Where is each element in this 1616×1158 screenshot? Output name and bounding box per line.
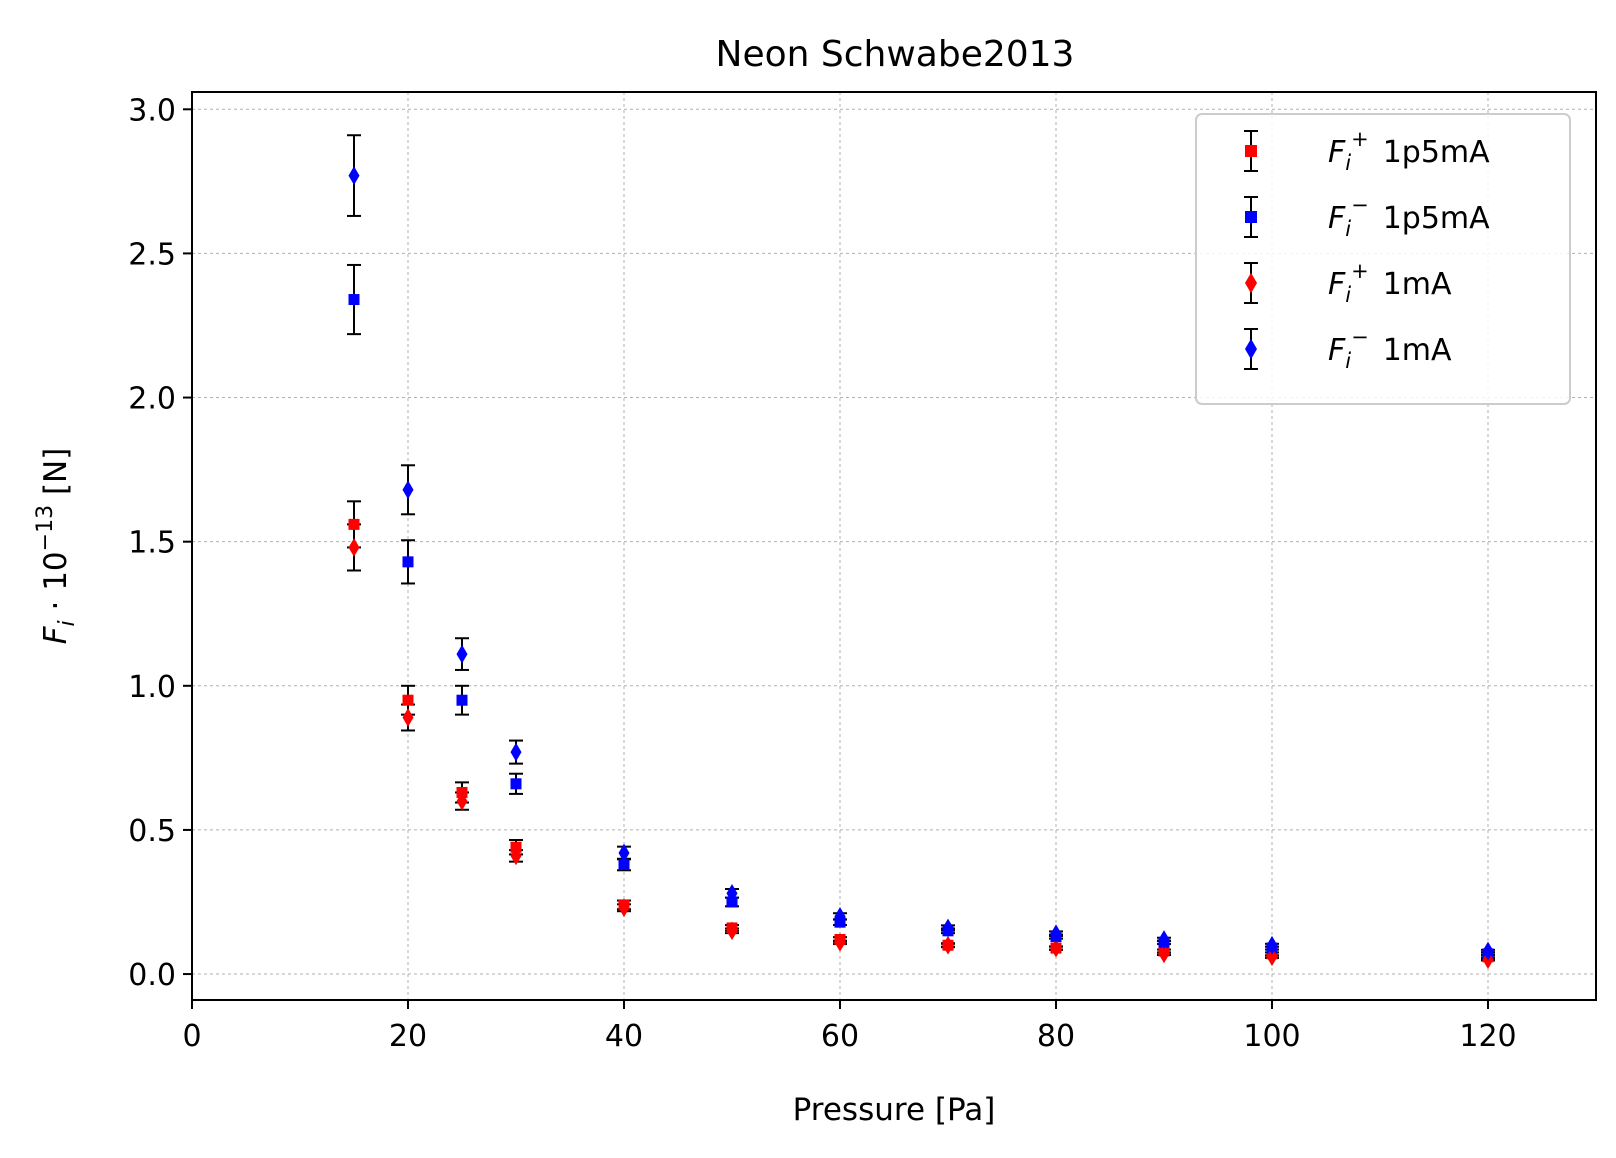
x-axis-label: Pressure [Pa]	[793, 1092, 996, 1128]
x-axis: 0 20 40 60 80 100 120	[182, 1000, 1517, 1054]
plot-frame	[191, 91, 1597, 1001]
data-point	[618, 859, 630, 871]
x-tick-label: 40	[605, 1019, 643, 1054]
legend-label: Fi− 1mA	[1328, 325, 1452, 373]
data-point	[348, 166, 360, 185]
data-point	[1050, 924, 1062, 944]
data-point	[456, 644, 468, 664]
y-tick-label: 0.5	[128, 814, 176, 849]
data-point	[510, 778, 522, 790]
error-bars-series-2	[347, 523, 1495, 962]
y-tick-label: 1.0	[128, 670, 176, 705]
markers-series-3	[348, 166, 1494, 961]
data-point	[402, 708, 414, 727]
y-axis: 0.0 0.5 1.0 1.5 2.0 2.5 3.0	[128, 93, 192, 993]
legend: Fi+ 1p5mA Fi− 1p5mA Fi+ 1mA Fi− 1mA	[1195, 113, 1571, 405]
data-point	[726, 883, 738, 903]
data-markers	[348, 166, 1494, 969]
data-point	[1158, 944, 1170, 964]
x-tick-label: 120	[1459, 1019, 1516, 1054]
legend-entry: Fi+ 1p5mA	[1244, 127, 1490, 175]
legend-entry: Fi+ 1mA	[1244, 259, 1452, 307]
data-point	[834, 907, 846, 926]
y-axis-label: Fi · 10−13 [N]	[33, 448, 80, 645]
data-point	[456, 791, 468, 811]
chart-title: Neon Schwabe2013	[716, 34, 1075, 75]
data-point	[1050, 938, 1062, 958]
legend-label: Fi+ 1p5mA	[1328, 127, 1490, 175]
data-point	[348, 294, 360, 306]
data-point	[726, 921, 738, 941]
y-tick-label: 3.0	[128, 93, 176, 128]
x-tick-label: 60	[821, 1019, 859, 1054]
y-tick-label: 2.0	[128, 382, 176, 417]
data-point	[402, 556, 414, 568]
error-bars-series-0	[347, 500, 1495, 959]
data-point	[942, 918, 954, 938]
data-point	[402, 480, 414, 500]
data-point	[1266, 947, 1278, 967]
y-tick-label: 2.5	[128, 237, 176, 272]
grid-lines	[191, 92, 1596, 1000]
data-point	[348, 538, 360, 557]
legend-box	[1195, 113, 1571, 405]
data-point	[456, 694, 468, 706]
data-point	[348, 518, 360, 530]
x-tick-label: 100	[1243, 1019, 1300, 1054]
data-point	[1482, 941, 1494, 961]
legend-label: Fi− 1p5mA	[1328, 193, 1490, 241]
data-point	[942, 935, 954, 955]
legend-marker	[1245, 272, 1257, 294]
data-point	[1266, 935, 1278, 955]
data-point	[1158, 930, 1170, 949]
y-tick-label: 0.0	[128, 958, 176, 993]
x-tick-label: 20	[389, 1019, 427, 1054]
y-tick-label: 1.5	[128, 526, 176, 561]
legend-marker	[1245, 211, 1257, 223]
data-point	[402, 694, 414, 706]
x-tick-label: 0	[182, 1019, 201, 1054]
legend-entry: Fi− 1mA	[1244, 325, 1452, 373]
data-point	[510, 742, 522, 762]
legend-label: Fi+ 1mA	[1328, 259, 1452, 307]
data-point	[618, 898, 630, 918]
x-tick-label: 80	[1037, 1019, 1075, 1054]
data-point	[510, 846, 522, 866]
legend-entry: Fi− 1p5mA	[1244, 193, 1490, 241]
legend-marker	[1245, 145, 1257, 157]
legend-marker	[1245, 338, 1257, 360]
data-point	[618, 843, 630, 863]
data-point	[834, 932, 846, 952]
